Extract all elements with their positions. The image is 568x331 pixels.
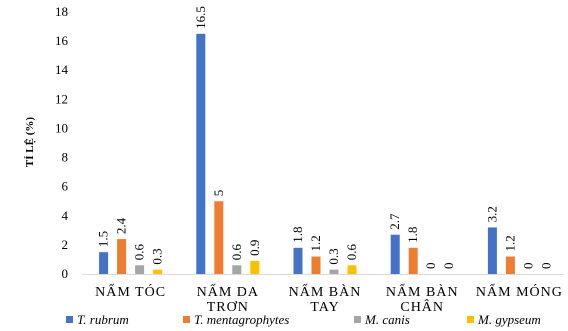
y-tick-label: 4 (62, 208, 69, 223)
y-tick-label: 8 (62, 150, 69, 165)
bar (329, 269, 339, 274)
bar (196, 33, 206, 275)
bar-value-label: 0.9 (247, 240, 262, 256)
bar-value-label: 0 (423, 263, 438, 270)
y-tick-label: 0 (62, 266, 69, 281)
bar-value-label: 0.6 (132, 244, 147, 261)
category-label: NẤM MÓNG (476, 283, 563, 300)
bar (232, 265, 242, 274)
bar-value-label: 16.5 (193, 6, 208, 29)
category-label: NẤM BÀN (386, 283, 459, 300)
bar (408, 247, 418, 274)
category-label: CHÂN (400, 298, 444, 315)
bar-value-label: 3.2 (484, 206, 499, 222)
y-tick-label: 2 (62, 237, 69, 252)
data-labels: 1.52.40.6 0.316.550.6 0.91.81.20.3 0.62.71.… (96, 6, 554, 269)
bar (153, 269, 163, 274)
legend: T. rubrum T. mentagrophytes M. canis M. gyp… (66, 312, 541, 327)
bar-value-label: 0.6 (344, 244, 359, 261)
bar (250, 260, 260, 274)
bar-value-label: 0.6 (229, 244, 244, 261)
category-label: NẤM DA (197, 283, 259, 300)
legend-label: T. rubrum (77, 312, 129, 327)
bar-value-label: 5 (211, 190, 226, 197)
bar-value-label: 1.2 (502, 235, 517, 251)
bar-value-label: 1.8 (405, 227, 420, 243)
category-label: TRƠN (207, 300, 249, 315)
category-label: TAY (310, 300, 339, 315)
bar-value-label: 0 (520, 263, 535, 270)
y-axis-ticks: 0 2 4 6 8 10 12 14 16 18 (55, 4, 69, 281)
bar (99, 252, 109, 274)
y-tick-label: 18 (55, 4, 68, 19)
legend-swatch (183, 316, 190, 323)
legend-swatch (467, 316, 474, 323)
y-tick-label: 10 (55, 120, 68, 135)
legend-swatch (66, 316, 73, 323)
bar-value-label: 0.3 (150, 248, 165, 264)
bar (487, 227, 497, 274)
category-label: NẤM BÀN (289, 283, 362, 300)
bar-value-label: 0 (538, 263, 553, 270)
y-tick-label: 16 (55, 33, 69, 48)
category-label: NẤM TÓC (95, 283, 166, 300)
legend-label: M. gypseum (477, 312, 541, 327)
bar (214, 201, 224, 274)
bar-value-label: 2.4 (114, 217, 129, 234)
legend-swatch (354, 316, 361, 323)
bar (347, 265, 357, 274)
bar-value-label: 1.5 (96, 231, 111, 247)
bar-value-label: 2.7 (387, 213, 402, 230)
bar (311, 256, 321, 274)
bar (293, 247, 303, 274)
legend-label: T. mentagrophytes (194, 312, 289, 327)
y-axis-title: TỈ LỆ (%) (23, 117, 36, 167)
legend-label: M. canis (364, 312, 410, 327)
y-tick-label: 14 (55, 62, 69, 77)
bar-value-label: 1.2 (308, 235, 323, 251)
bars (99, 33, 515, 275)
bar (135, 265, 145, 274)
bar (117, 239, 127, 274)
y-tick-label: 12 (55, 91, 68, 106)
bar-value-label: 0.3 (326, 248, 341, 264)
y-tick-label: 6 (62, 179, 69, 194)
bar-value-label: 0 (441, 263, 456, 270)
bar-value-label: 1.8 (290, 227, 305, 243)
bar (390, 234, 400, 274)
bar (505, 256, 515, 274)
